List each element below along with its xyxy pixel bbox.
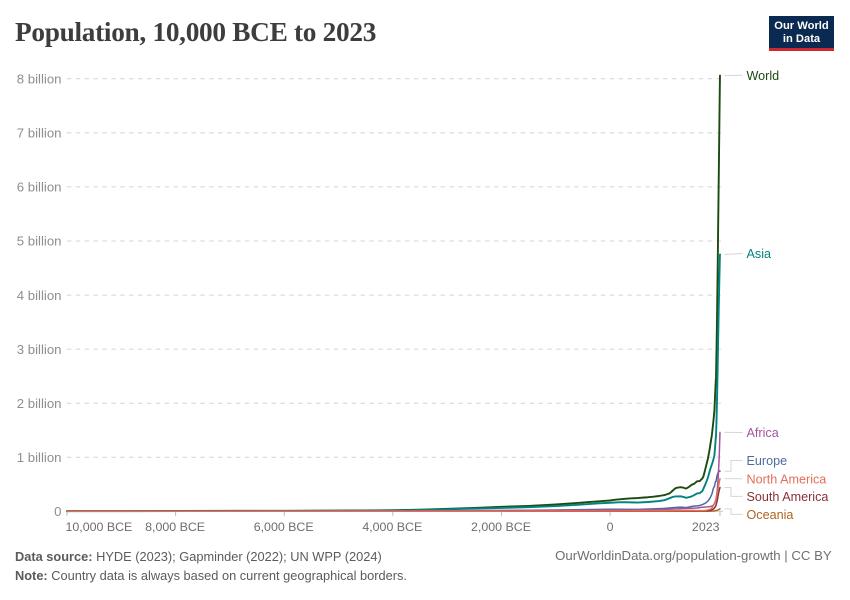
svg-text:4,000 BCE: 4,000 BCE: [362, 520, 422, 534]
svg-text:1 billion: 1 billion: [17, 450, 62, 465]
svg-text:South America: South America: [747, 490, 829, 504]
svg-text:6 billion: 6 billion: [17, 180, 62, 195]
svg-text:6,000 BCE: 6,000 BCE: [254, 520, 314, 534]
svg-text:4 billion: 4 billion: [17, 288, 62, 303]
svg-text:0: 0: [54, 504, 61, 519]
svg-text:2 billion: 2 billion: [17, 396, 62, 411]
svg-text:8,000 BCE: 8,000 BCE: [145, 520, 205, 534]
svg-text:3 billion: 3 billion: [17, 342, 62, 357]
svg-text:World: World: [747, 69, 780, 83]
svg-text:Europe: Europe: [747, 454, 788, 468]
svg-text:8 billion: 8 billion: [17, 72, 62, 87]
svg-text:Asia: Asia: [747, 247, 772, 261]
svg-text:Oceania: Oceania: [747, 508, 794, 522]
svg-text:2023: 2023: [692, 520, 720, 534]
svg-text:10,000 BCE: 10,000 BCE: [66, 520, 133, 534]
svg-text:North America: North America: [747, 473, 827, 487]
svg-text:Africa: Africa: [747, 426, 779, 440]
svg-text:7 billion: 7 billion: [17, 126, 62, 141]
svg-text:5 billion: 5 billion: [17, 234, 62, 249]
svg-text:0: 0: [607, 520, 614, 534]
svg-text:2,000 BCE: 2,000 BCE: [471, 520, 531, 534]
